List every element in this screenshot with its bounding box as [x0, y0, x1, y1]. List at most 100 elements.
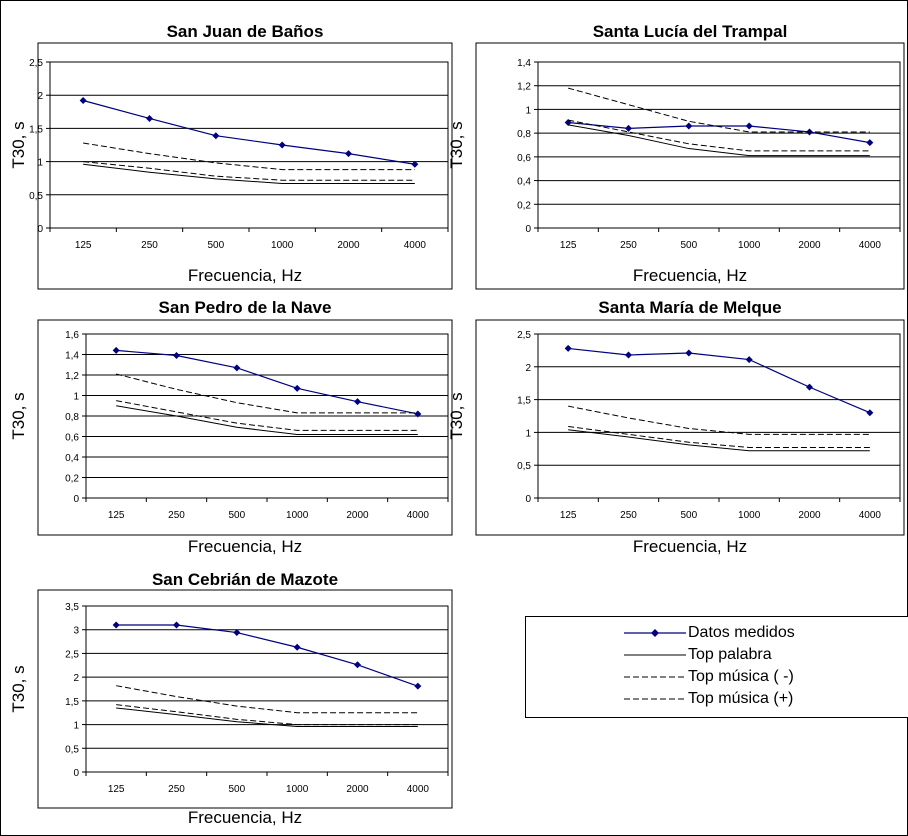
y-tick-label: 3: [73, 626, 79, 637]
chart-area-border: [37, 319, 453, 536]
x-axis-label: Frecuencia, Hz: [633, 266, 747, 285]
chart-area-border: [475, 319, 905, 536]
series-line-top-musica: [83, 161, 415, 181]
series-line-top-palabra: [568, 124, 870, 157]
data-point-marker: [293, 384, 301, 392]
series-line-top-musica: [116, 685, 418, 714]
x-tick-label: 500: [228, 510, 245, 521]
chart-title: San Juan de Baños: [167, 22, 324, 41]
chart-panel-san-cebrian-de-mazote: San Cebrián de Mazote 0 0,5 1 1,5 2 2,5 3 3,5 125…: [9, 570, 453, 827]
series-line-datos-medidos: [568, 121, 870, 144]
data-point-marker: [414, 410, 422, 418]
x-tick-label: 2000: [337, 240, 360, 251]
y-tick-label: 1: [525, 428, 531, 439]
y-tick-label: 0,5: [65, 744, 79, 755]
y-tick-label: 1: [73, 721, 79, 732]
y-tick-label: 1: [73, 392, 79, 403]
legend-label: Top palabra: [688, 646, 772, 663]
x-tick-label: 250: [168, 510, 185, 521]
y-tick-label: 1,5: [517, 396, 531, 407]
y-tick-label: 0,6: [517, 153, 531, 164]
chart-title: Santa Lucía del Trampal: [593, 22, 788, 41]
y-axis-label: T30, s: [447, 121, 466, 168]
data-point-marker: [345, 150, 352, 158]
series-line-top-palabra: [116, 405, 418, 435]
x-tick-label: 4000: [859, 510, 882, 521]
data-point-marker: [233, 364, 241, 372]
y-tick-label: 1,2: [517, 82, 531, 93]
y-axis-label: T30, s: [9, 392, 28, 439]
x-tick-label: 2000: [798, 510, 821, 521]
legend-swatch-top-musica-plus: [624, 698, 686, 700]
chart-title: Santa María de Melque: [598, 298, 781, 317]
data-point-marker: [112, 621, 120, 629]
data-point-marker: [354, 661, 361, 669]
series-line-datos-medidos: [568, 347, 871, 414]
data-point-marker: [685, 349, 693, 357]
series-line-top-musica: [116, 373, 418, 414]
chart-title: San Cebrián de Mazote: [152, 570, 338, 589]
legend-item-top-palabra: Top palabra: [526, 645, 908, 665]
y-tick-label: 2,5: [65, 649, 79, 660]
data-point-marker: [625, 124, 632, 132]
data-point-marker: [354, 398, 361, 406]
data-point-marker: [278, 141, 286, 149]
data-point-marker: [806, 383, 813, 391]
chart-title: San Pedro de la Nave: [159, 298, 332, 317]
x-axis-label: Frecuencia, Hz: [633, 537, 747, 556]
x-tick-label: 1000: [738, 240, 761, 251]
data-point-marker: [146, 114, 153, 122]
y-tick-label: 2,5: [29, 58, 43, 69]
x-tick-label: 125: [108, 784, 125, 795]
x-tick-label: 500: [680, 510, 697, 521]
x-axis-label: Frecuencia, Hz: [188, 266, 302, 285]
y-axis-label: T30, s: [447, 392, 466, 439]
x-tick-label: 125: [560, 240, 577, 251]
legend-item-datos-medidos: Datos medidos: [526, 623, 908, 643]
legend-swatch-top-palabra: [624, 654, 686, 656]
y-tick-label: 0,5: [517, 461, 531, 472]
y-tick-label: 2: [73, 673, 79, 684]
y-tick-label: 1: [37, 158, 43, 169]
x-tick-label: 4000: [859, 240, 882, 251]
series-line-datos-medidos: [83, 99, 415, 165]
x-tick-label: 4000: [404, 240, 427, 251]
data-point-marker: [233, 629, 241, 637]
x-tick-label: 2000: [798, 240, 821, 251]
x-tick-label: 250: [620, 510, 637, 521]
x-axis-label: Frecuencia, Hz: [188, 537, 302, 556]
x-tick-label: 2000: [346, 510, 369, 521]
chart-area-border: [475, 42, 905, 290]
data-point-marker: [685, 122, 693, 130]
x-tick-label: 4000: [407, 510, 430, 521]
data-point-marker: [745, 356, 753, 364]
x-tick-label: 1000: [271, 240, 294, 251]
y-tick-label: 0: [37, 224, 43, 235]
x-tick-label: 250: [141, 240, 158, 251]
x-tick-label: 500: [680, 240, 697, 251]
y-tick-label: 0,6: [65, 433, 79, 444]
x-tick-label: 1000: [286, 784, 309, 795]
chart-panel-santa-lucia-del-trampal: Santa Lucía del Trampal 0 0,2 0,4 0,6 0,8 1 1,2…: [447, 22, 905, 290]
y-tick-label: 0,5: [29, 191, 43, 202]
y-tick-label: 2: [525, 363, 531, 374]
x-tick-label: 1000: [738, 510, 761, 521]
y-tick-label: 0,8: [65, 412, 79, 423]
x-tick-label: 250: [168, 784, 185, 795]
y-tick-label: 0: [525, 224, 531, 235]
x-tick-label: 4000: [407, 784, 430, 795]
legend-label: Datos medidos: [688, 624, 795, 641]
series-line-top-palabra: [568, 429, 870, 452]
series-line-top-palabra: [116, 707, 418, 727]
series-line-top-musica: [568, 405, 870, 435]
data-point-marker: [414, 682, 422, 690]
x-tick-label: 125: [75, 240, 92, 251]
data-point-marker: [173, 352, 180, 360]
y-tick-label: 1,5: [65, 697, 79, 708]
y-tick-label: 1,6: [65, 330, 79, 341]
y-tick-label: 2,5: [517, 330, 531, 341]
x-tick-label: 2000: [346, 784, 369, 795]
legend: Datos medidos Top palabra Top música ( -…: [525, 616, 908, 718]
x-axis-label: Frecuencia, Hz: [188, 808, 302, 827]
series-line-top-musica: [116, 400, 418, 431]
